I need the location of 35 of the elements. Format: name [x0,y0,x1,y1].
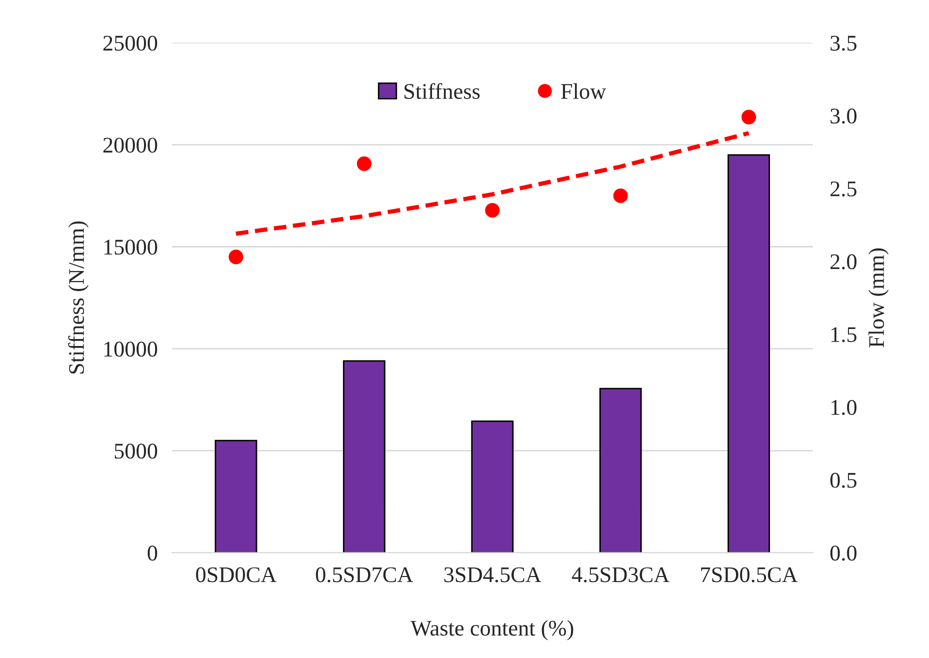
bar [214,440,258,553]
y2-tick-label: 3.5 [830,36,856,51]
y2-tick-label: 1.0 [831,400,856,416]
y-axis-title: Stiffness (N/mm) [68,221,89,374]
x-tick-label: 0.5SD7CA [316,567,414,582]
y2-tick-label: 1.5 [831,327,856,342]
y-tick-label: 25000 [103,36,158,51]
x-tick-label: 7SD0.5CA [701,567,798,582]
point [356,156,372,171]
legend-label: Flow [561,83,606,99]
bar [599,388,642,553]
x-tick-label: 0SD0CA [196,567,277,582]
line-series [234,131,751,236]
bar [342,360,386,553]
bar [471,420,514,553]
y2-tick-label: 0.5 [830,472,856,488]
bar [728,154,770,553]
y-tick-label: 10000 [104,342,158,357]
y-tick-label: 15000 [104,240,158,255]
y-tick-label: 0 [148,546,158,561]
point [485,203,500,218]
x-axis-title: Waste content (%) [410,620,574,640]
x-tick-label: 4.5SD3CA [572,567,670,582]
legend-label: Stiffness [404,83,480,99]
y-tick-label: 5000 [114,444,158,459]
point [741,110,756,124]
y2-axis-title: Flow (mm) [868,248,889,348]
y2-tick-label: 3.0 [830,108,856,124]
y2-tick-label: 2.0 [830,254,856,270]
point [228,250,244,264]
y2-tick-label: 2.5 [830,181,856,196]
y-tick-label: 20000 [103,138,158,153]
point [613,188,628,204]
x-tick-label: 3SD4.5CA [444,567,542,582]
y2-tick-label: 0.0 [830,546,856,561]
